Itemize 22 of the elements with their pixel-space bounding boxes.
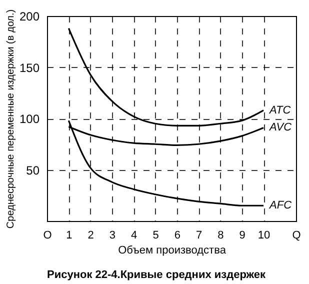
series-label: AVC (268, 122, 292, 134)
x-tick-label: 1 (66, 230, 72, 242)
y-axis-title: Среднесрочные переменные издержки (в дол.) (5, 9, 16, 229)
y-tick-label: 50 (26, 163, 40, 178)
x-tick-label: 7 (196, 230, 202, 242)
x-tick-label: 6 (174, 230, 180, 242)
series-label: ATC (268, 104, 291, 116)
x-tick-label: 4 (131, 230, 138, 242)
y-tick-label: 200 (19, 10, 40, 24)
series-label: AFC (268, 200, 292, 212)
x-tick-label: O (43, 230, 52, 242)
y-tick-label: 150 (19, 60, 40, 75)
x-tick-label: 3 (109, 230, 116, 242)
x-tick-label: 5 (152, 230, 159, 242)
text: Рисунок 22-4.Кривые средних издержек (47, 269, 266, 281)
x-tick-label: 9 (239, 230, 246, 242)
x-tick-label: Q (292, 230, 302, 242)
x-tick-label: 10 (258, 230, 270, 242)
y-tick-label: 100 (19, 112, 40, 126)
x-tick-label: 2 (88, 230, 94, 242)
x-tick-label: 8 (218, 230, 224, 242)
x-axis-title: Объем производства (118, 244, 227, 256)
